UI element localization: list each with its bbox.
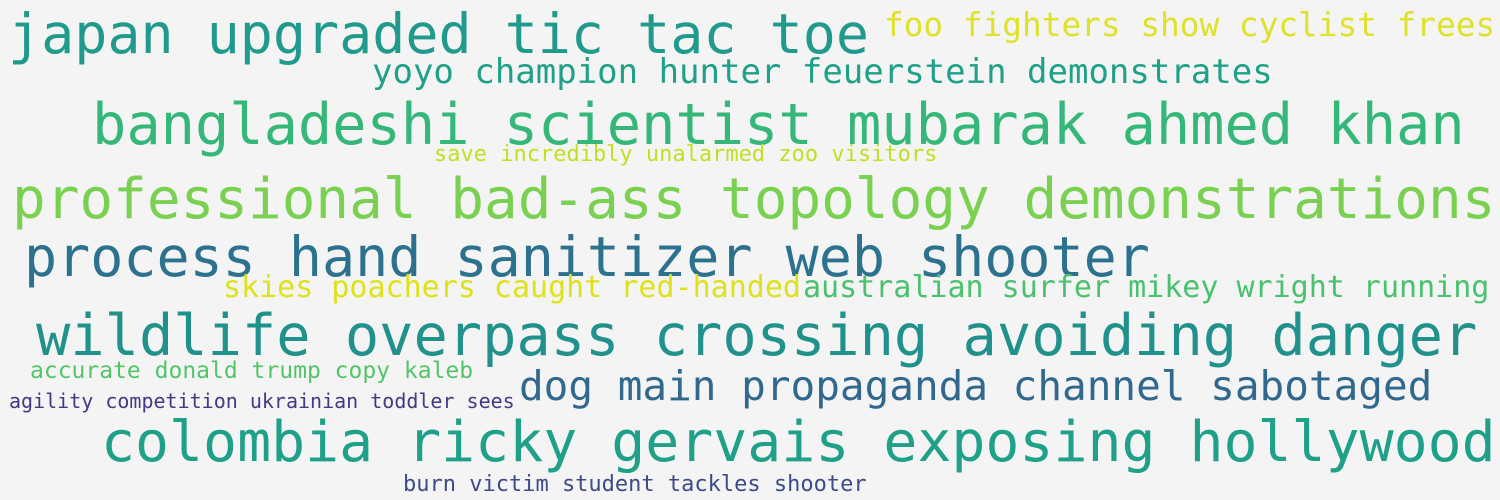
phrase-dog-main-propaganda: dog main propaganda channel sabotaged: [519, 362, 1433, 410]
phrase-wildlife-overpass: wildlife overpass crossing avoiding dang…: [36, 303, 1478, 369]
phrase-accurate-donald-trump: accurate donald trump copy kaleb: [30, 358, 474, 384]
phrase-agility-competition: agility competition ukrainian toddler se…: [9, 389, 515, 413]
phrase-colombia-ricky-gervais: colombia ricky gervais exposing hollywoo…: [101, 410, 1496, 475]
phrase-foo-fighters-show-cyclist-frees: foo fighters show cyclist frees: [884, 6, 1496, 44]
phrase-burn-victim-student: burn victim student tackles shooter: [403, 472, 867, 497]
phrase-topology-demonstrations: professional bad-ass topology demonstrat…: [12, 167, 1496, 232]
phrase-process-hand-sanitizer: process hand sanitizer web shooter: [24, 225, 1150, 289]
phrase-yoyo-champion: yoyo champion hunter feuerstein demonstr…: [372, 52, 1273, 92]
phrase-bangladeshi-scientist: bangladeshi scientist mubarak ahmed khan: [92, 92, 1465, 158]
phrase-japan-upgraded-tic-tac-toe: japan upgraded tic tac toe: [8, 2, 869, 66]
phrase-save-zoo-visitors: save incredibly unalarmed zoo visitors: [434, 142, 938, 167]
phrase-skies-poachers: skies poachers caught red-handed: [223, 270, 801, 305]
phrase-australian-surfer: australian surfer mikey wright running: [803, 270, 1490, 305]
